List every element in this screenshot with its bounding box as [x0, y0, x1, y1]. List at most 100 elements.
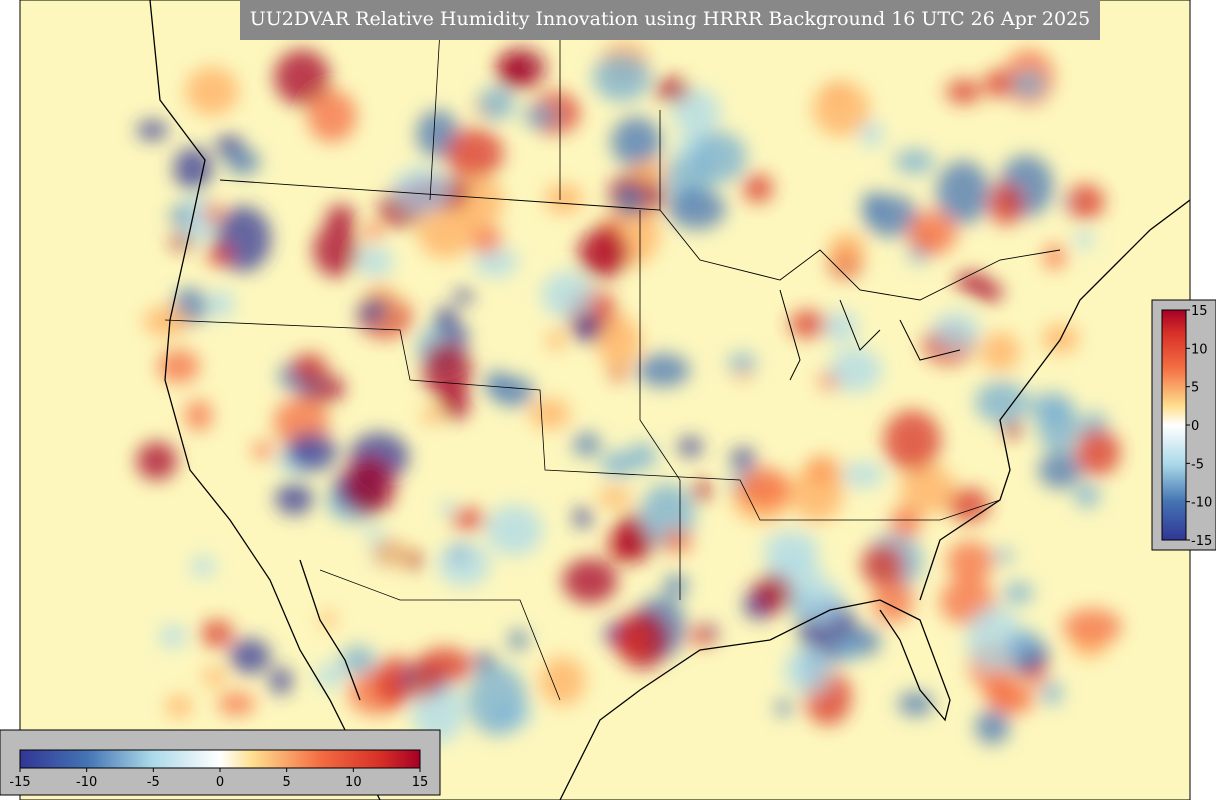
field-patch — [434, 307, 459, 335]
field-patch — [863, 194, 919, 237]
tick-label: 15 — [1191, 304, 1208, 319]
field-patch — [417, 647, 473, 685]
field-patch — [319, 610, 337, 629]
field-patch — [861, 543, 905, 587]
field-patch — [365, 297, 389, 319]
tick-label: -15 — [9, 775, 30, 790]
tick-label: 10 — [345, 775, 362, 790]
field-patch — [485, 370, 509, 398]
field-patch — [987, 182, 1024, 226]
field-patch — [738, 467, 791, 509]
field-patch — [578, 228, 629, 278]
field-patch — [900, 464, 956, 515]
field-patch — [477, 86, 515, 121]
map — [20, 0, 1190, 800]
field-patch — [450, 327, 469, 343]
field-patch — [269, 667, 293, 695]
field-patch — [539, 656, 586, 706]
field-patch — [890, 505, 922, 539]
field-patch — [496, 48, 546, 89]
field-patch — [678, 436, 703, 457]
field-patch — [691, 131, 747, 184]
field-patch — [1062, 608, 1122, 645]
field-patch — [611, 116, 662, 168]
field-patch — [544, 183, 584, 214]
field-patch — [454, 289, 474, 304]
tick-label: -5 — [147, 775, 160, 790]
field-patch — [445, 128, 504, 179]
field-patch — [824, 311, 858, 343]
field-patch — [992, 549, 1015, 563]
field-patch — [1041, 680, 1063, 706]
field-patch — [979, 332, 1021, 372]
field-patch — [1001, 421, 1024, 438]
field-patch — [1037, 402, 1081, 453]
field-patch — [471, 224, 502, 255]
field-patch — [596, 315, 642, 368]
field-patch — [1043, 244, 1066, 270]
field-patch — [207, 243, 233, 267]
field-patch — [217, 692, 256, 716]
field-patch — [274, 49, 330, 106]
field-patch — [812, 81, 870, 137]
field-patch — [541, 271, 593, 318]
field-patch — [136, 120, 168, 141]
tick-label: -15 — [1191, 534, 1212, 549]
field-patch — [975, 709, 1010, 745]
field-patch — [467, 664, 528, 736]
field-patch — [936, 160, 990, 225]
colorbar — [19, 749, 421, 769]
field-patch — [1073, 483, 1101, 509]
field-patch — [667, 188, 726, 230]
field-patch — [775, 699, 792, 717]
field-patch — [692, 480, 712, 502]
tick-label: -10 — [76, 775, 97, 790]
field-patch — [601, 450, 636, 478]
field-patch — [1065, 184, 1105, 220]
colorbar-ticks: 15 10 5 0 -5 -10 -15 — [1186, 304, 1212, 549]
field-patch — [974, 381, 1029, 424]
field-patch — [438, 542, 490, 587]
field-patch — [214, 135, 244, 156]
tick-label: 10 — [1191, 342, 1208, 357]
field-patch — [833, 635, 860, 663]
field-patch — [1038, 452, 1082, 489]
field-patch — [508, 629, 528, 651]
field-patch — [860, 121, 884, 148]
title-box — [240, 0, 1100, 40]
field-patch — [157, 349, 200, 384]
field-patch — [562, 558, 618, 604]
field-patch — [763, 530, 819, 571]
field-patch — [1011, 70, 1046, 98]
field-patch — [664, 574, 688, 598]
field-patch — [671, 89, 721, 135]
field-patch — [955, 271, 989, 293]
field-patch — [894, 149, 935, 175]
field-patch — [285, 432, 338, 472]
field-patch — [573, 432, 601, 457]
colorbar-ticks: -15 -10 -5 0 5 10 15 — [9, 768, 428, 790]
field-patch — [201, 667, 228, 687]
field-patch — [966, 606, 1024, 672]
field-patch — [392, 166, 451, 214]
field-patch — [946, 541, 994, 583]
field-patch — [169, 206, 192, 225]
boundaries — [149, 0, 1190, 800]
field-patch — [1007, 630, 1042, 658]
humidity-field — [136, 40, 1122, 745]
field-patch — [730, 448, 756, 470]
field-patch — [364, 525, 382, 541]
field-patch — [547, 329, 566, 352]
field-patch — [611, 527, 655, 562]
field-patch — [627, 442, 658, 470]
field-patch — [451, 507, 486, 531]
field-patch — [173, 147, 213, 191]
field-patch — [344, 456, 396, 515]
field-patch — [932, 311, 980, 351]
tick-label: -5 — [1191, 457, 1204, 472]
field-patch — [907, 210, 958, 255]
tick-label: 0 — [1191, 419, 1199, 434]
title: UU2DVAR Relative Humidity Innovation usi… — [250, 8, 1091, 30]
field-patch — [373, 656, 417, 707]
